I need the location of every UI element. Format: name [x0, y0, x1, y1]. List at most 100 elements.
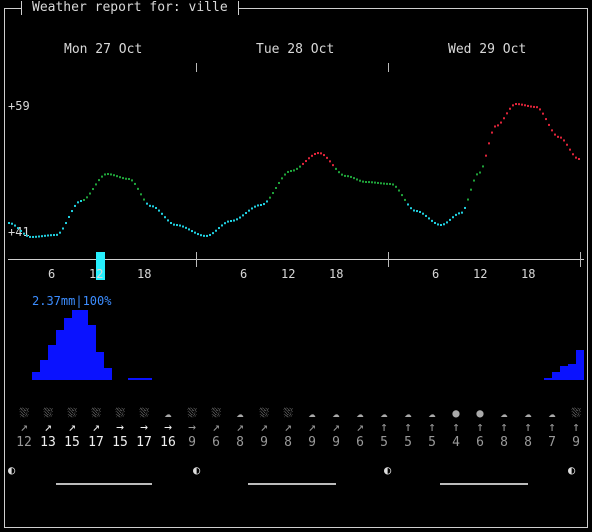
temperature-point	[83, 199, 85, 202]
temperature-point	[299, 165, 301, 168]
title-bracket-left	[21, 1, 22, 15]
temperature-point	[578, 158, 580, 160]
precipitation-bar	[88, 325, 96, 380]
temperature-point	[98, 179, 100, 182]
temperature-point	[275, 187, 277, 189]
wind-weather-icon: ⛆	[139, 406, 149, 420]
temperature-point	[344, 174, 346, 177]
temperature-point	[311, 154, 313, 157]
temperature-point	[257, 204, 259, 207]
wind-speed: 12	[16, 435, 32, 450]
temperature-point	[125, 177, 127, 180]
temperature-point	[116, 175, 118, 178]
temperature-point	[152, 205, 154, 208]
temperature-point	[431, 219, 433, 222]
wind-direction-arrow: →	[140, 420, 148, 435]
temperature-point	[332, 164, 334, 167]
wind-speed: 6	[356, 435, 364, 450]
temperature-point	[407, 203, 409, 206]
wind-speed: 7	[548, 435, 556, 450]
temperature-point	[203, 234, 205, 237]
precipitation-summary: 2.37mm|100%	[32, 294, 112, 308]
temperature-point	[101, 175, 103, 178]
temperature-point	[167, 219, 169, 222]
wind-weather-icon: ☁	[380, 406, 388, 420]
temperature-point	[296, 167, 298, 170]
temperature-point	[533, 105, 535, 108]
temperature-point	[62, 227, 64, 230]
wind-weather-icon: ⛆	[211, 406, 221, 420]
temperature-point	[23, 232, 25, 235]
temperature-point	[314, 152, 316, 155]
wind-weather-icon: ☁	[164, 406, 172, 420]
temperature-point	[227, 220, 229, 223]
temperature-point	[146, 202, 148, 205]
temperature-point	[494, 125, 496, 128]
temperature-point	[89, 192, 91, 195]
temperature-point	[515, 103, 517, 105]
temperature-point	[200, 234, 202, 237]
wind-weather-icon: ☁	[308, 406, 316, 420]
temperature-point	[50, 234, 52, 237]
temperature-point	[119, 176, 121, 179]
precipitation-bar	[80, 310, 88, 380]
temperature-point	[362, 180, 364, 183]
wind-weather-icon: ☁	[500, 406, 508, 420]
precipitation-bar	[32, 372, 40, 380]
y-label-max: +59	[8, 99, 30, 113]
temperature-point	[509, 107, 511, 110]
temperature-point	[389, 182, 391, 185]
temperature-point	[365, 181, 367, 183]
temperature-point	[155, 206, 157, 209]
wind-speed: 8	[284, 435, 292, 450]
temperature-point	[542, 112, 544, 115]
moon-phase-icon: ◐	[193, 463, 201, 477]
temperature-point	[425, 214, 427, 217]
wind-weather-icon: ☁	[428, 406, 436, 420]
wind-direction-arrow: ↑	[476, 420, 484, 435]
hour-label: 18	[137, 267, 152, 281]
temperature-point	[449, 218, 451, 221]
wind-speed: 17	[136, 435, 152, 450]
temperature-point	[338, 171, 340, 174]
temperature-point	[176, 224, 178, 227]
wind-weather-icon: ⛆	[19, 406, 29, 420]
wind-speed: 8	[236, 435, 244, 450]
wind-direction-arrow: ↑	[404, 420, 412, 435]
wind-weather-icon: ⛆	[187, 406, 197, 420]
temperature-point	[32, 235, 34, 238]
temperature-point	[497, 124, 499, 127]
temperature-point	[470, 188, 472, 191]
wind-speed: 5	[380, 435, 388, 450]
temperature-point	[575, 156, 577, 159]
wind-speed: 6	[212, 435, 220, 450]
temperature-point	[170, 222, 172, 225]
daylight-bar	[248, 483, 336, 485]
precipitation-bar	[552, 372, 560, 380]
wind-speed: 4	[452, 435, 460, 450]
temperature-point	[221, 224, 223, 227]
temperature-point	[53, 234, 55, 237]
precipitation-bar	[48, 345, 56, 380]
wind-speed: 6	[476, 435, 484, 450]
wind-speed: 9	[188, 435, 196, 450]
temperature-point	[326, 156, 328, 159]
temperature-point	[323, 154, 325, 157]
wind-speed: 9	[308, 435, 316, 450]
temperature-point	[68, 215, 70, 218]
temperature-point	[92, 188, 94, 191]
temperature-point	[491, 131, 493, 134]
temperature-point	[386, 182, 388, 185]
daylight-bar	[56, 483, 152, 485]
temperature-point	[65, 222, 67, 225]
temperature-point	[110, 173, 112, 176]
wind-direction-arrow: ↑	[428, 420, 436, 435]
day-divider	[196, 63, 197, 72]
wind-direction-arrow: →	[164, 420, 172, 435]
wind-direction-arrow: ↗	[236, 420, 244, 435]
temperature-point	[455, 213, 457, 216]
temperature-point	[11, 222, 13, 225]
temperature-point	[158, 209, 160, 212]
temperature-point	[485, 154, 487, 157]
